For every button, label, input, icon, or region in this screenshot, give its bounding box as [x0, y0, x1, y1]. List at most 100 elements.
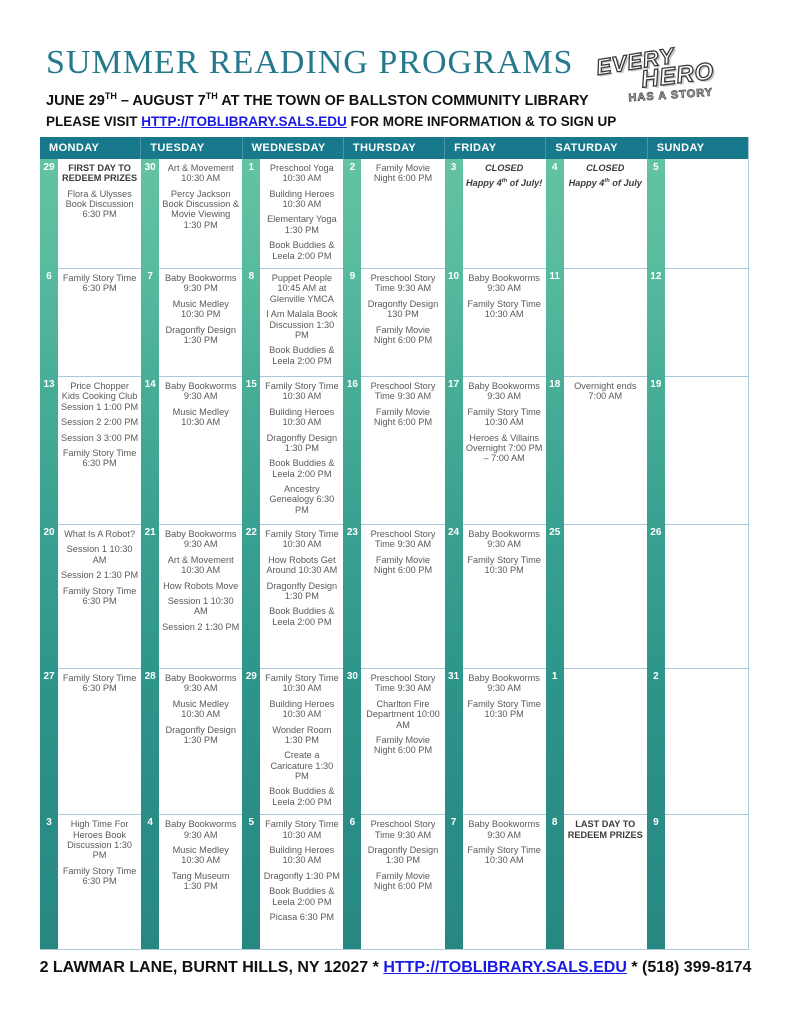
date-bar: 21 — [141, 523, 160, 668]
event-text: Book Buddies & Leela 2:00 PM — [269, 458, 335, 479]
event-text: Family Story Time 10:30 AM — [265, 672, 339, 694]
day-events — [563, 667, 647, 815]
day-events: FIRST DAY TO REDEEM PRIZES Flora & Ulysse… — [58, 158, 142, 268]
day-cell: 9 — [646, 814, 748, 950]
date-number: 9 — [653, 817, 659, 829]
event-text: Book Buddies & Leela 2:00 PM — [269, 345, 335, 366]
date-number: 15 — [245, 378, 257, 390]
day-cell: 11 — [545, 267, 647, 376]
event-text: Happy 4th of July! — [465, 178, 543, 189]
date-number: 7 — [450, 817, 457, 829]
day-events: Family Story Time 6:30 PM — [58, 267, 142, 376]
week-row: 20 What Is A Robot? Session 1 10:30 AM Sess… — [40, 523, 748, 668]
day-cell: 5 Family Story Time 10:30 AM Building Hero… — [242, 814, 344, 950]
event-text: Session 2 2:00 PM — [61, 417, 139, 428]
day-events: Preschool Story Time 9:30 AM Family Movie… — [361, 523, 445, 668]
event-text: Building Heroes 10:30 AM — [269, 406, 335, 428]
event-text: Book Buddies & Leela 2:00 PM — [269, 886, 335, 907]
event-text: Family Story Time 6:30 PM — [62, 585, 137, 606]
event-text: Wonder Room 1:30 PM — [272, 724, 332, 745]
date-bar: 6 — [343, 814, 362, 950]
date-bar: 9 — [343, 267, 362, 376]
date-number: 9 — [349, 270, 356, 282]
day-cell: 6 Family Story Time 6:30 PM — [40, 267, 142, 376]
event-text: Baby Bookworms 9:30 AM — [468, 819, 540, 840]
day-events: Price Chopper Kids Cooking Club Session … — [58, 375, 142, 524]
footer-line: 2 LAWMAR LANE, BURNT HILLS, NY 12027 * H… — [0, 959, 791, 977]
visit-line: PLEASE VISIT HTTP://TOBLIBRARY.SALS.EDU … — [46, 114, 749, 129]
day-events — [664, 667, 748, 815]
date-bar: 19 — [646, 375, 665, 524]
date-bar: 16 — [343, 375, 362, 524]
date-bar: 14 — [141, 375, 160, 524]
date-bar: 17 — [444, 375, 463, 524]
day-cell: 27 Family Story Time 6:30 PM — [40, 667, 142, 815]
event-text: Family Movie Night 6:00 PM — [373, 554, 433, 576]
event-text: Building Heroes 10:30 AM — [269, 698, 335, 720]
event-text: Percy Jackson Book Discussion & Movie Vi… — [162, 188, 240, 230]
date-number: 21 — [144, 526, 156, 538]
week-row: 29 FIRST DAY TO REDEEM PRIZES Flora & Ulys… — [40, 158, 748, 268]
date-number: 7 — [147, 270, 153, 282]
event-text: Dragonfly Design 1:30 PM — [266, 580, 338, 601]
event-text: Preschool Story Time 9:30 AM — [370, 380, 436, 402]
weekday-thursday: THURSDAY — [342, 136, 444, 159]
weekday-saturday: SATURDAY — [545, 136, 646, 159]
day-events: Baby Bookworms 9:30 AM Music Medley 10:30… — [159, 375, 243, 524]
date-bar: 27 — [40, 667, 58, 815]
date-bar: 4 — [141, 814, 160, 950]
day-cell: 4 CLOSED Happy 4th of July — [545, 158, 647, 268]
date-number: 17 — [448, 378, 460, 390]
date-number: 10 — [448, 270, 460, 282]
event-text: Preschool Story Time 9:30 AM — [370, 819, 436, 840]
event-text: Baby Bookworms 9:30 AM — [468, 528, 540, 550]
date-bar: 29 — [242, 667, 261, 815]
day-events: What Is A Robot? Session 1 10:30 AM Sessio… — [58, 523, 142, 668]
footer-phone: * (518) 399-8174 — [626, 959, 752, 977]
date-number: 2 — [349, 161, 356, 173]
event-text: Preschool Story Time 9:30 AM — [370, 672, 436, 694]
date-bar: 30 — [343, 667, 362, 815]
event-text: How Robots Move — [163, 580, 239, 591]
event-text: Puppet People 10:45 AM at Glenville YMCA — [269, 272, 334, 304]
day-events: Baby Bookworms 9:30 AM Art & Movement 10:… — [159, 523, 243, 668]
date-number: 31 — [448, 670, 460, 682]
date-bar: 13 — [40, 375, 58, 524]
event-text: Tang Museum 1:30 PM — [171, 870, 230, 892]
day-events: Family Story Time 10:30 AM Building Heroe… — [260, 814, 344, 950]
event-text: What Is A Robot? — [64, 528, 136, 539]
event-text: How Robots Get Around 10:30 AM — [266, 554, 338, 576]
day-events — [664, 814, 748, 950]
date-bar: 8 — [242, 267, 261, 376]
footer-address: 2 LAWMAR LANE, BURNT HILLS, NY 12027 * — [39, 959, 384, 977]
day-cell: 17 Baby Bookworms 9:30 AM Family Story Tim… — [444, 375, 546, 524]
header-link[interactable]: HTTP://TOBLIBRARY.SALS.EDU — [141, 113, 347, 129]
day-cell: 1 — [545, 667, 647, 815]
page-title: SUMMER READING PROGRAMS — [46, 44, 574, 81]
calendar-body: 29 FIRST DAY TO REDEEM PRIZES Flora & Ulys… — [40, 158, 748, 951]
footer-link[interactable]: HTTP://TOBLIBRARY.SALS.EDU — [383, 959, 627, 977]
day-cell: 13 Price Chopper Kids Cooking Club Sessio… — [40, 375, 142, 524]
day-cell: 6 Preschool Story Time 9:30 AM Dragonfly D… — [343, 814, 445, 950]
date-bar: 6 — [40, 267, 58, 376]
event-text: Elementary Yoga 1:30 PM — [267, 214, 337, 235]
date-number: 1 — [551, 670, 558, 682]
date-number: 1 — [248, 161, 255, 173]
date-bar: 22 — [242, 523, 261, 668]
event-text: Music Medley 10:30 PM — [172, 298, 229, 320]
event-text: Family Movie Night 6:00 PM — [373, 406, 433, 428]
date-bar: 4 — [545, 158, 564, 268]
weekday-sunday: SUNDAY — [646, 136, 748, 159]
day-events: Family Story Time 6:30 PM — [58, 667, 142, 815]
day-cell: 3 High Time For Heroes Book Discussion 1:… — [40, 814, 142, 950]
date-bar: 26 — [646, 523, 665, 668]
date-bar: 23 — [343, 523, 362, 668]
flyer-header: SUMMER READING PROGRAMS JUNE 29TH – AUGU… — [0, 0, 791, 129]
event-text: Heroes & Villains Overnight 7:00 PM – 7:… — [465, 432, 543, 464]
visit-text: PLEASE VISIT — [46, 113, 142, 129]
day-events: High Time For Heroes Book Discussion 1:3… — [58, 814, 142, 950]
event-text: Family Story Time 10:30 PM — [467, 698, 541, 720]
event-text: Create a Caricature 1:30 PM — [270, 750, 334, 782]
event-text: Overnight ends 7:00 AM — [574, 380, 637, 402]
event-text: Family Story Time 10:30 AM — [265, 380, 339, 402]
